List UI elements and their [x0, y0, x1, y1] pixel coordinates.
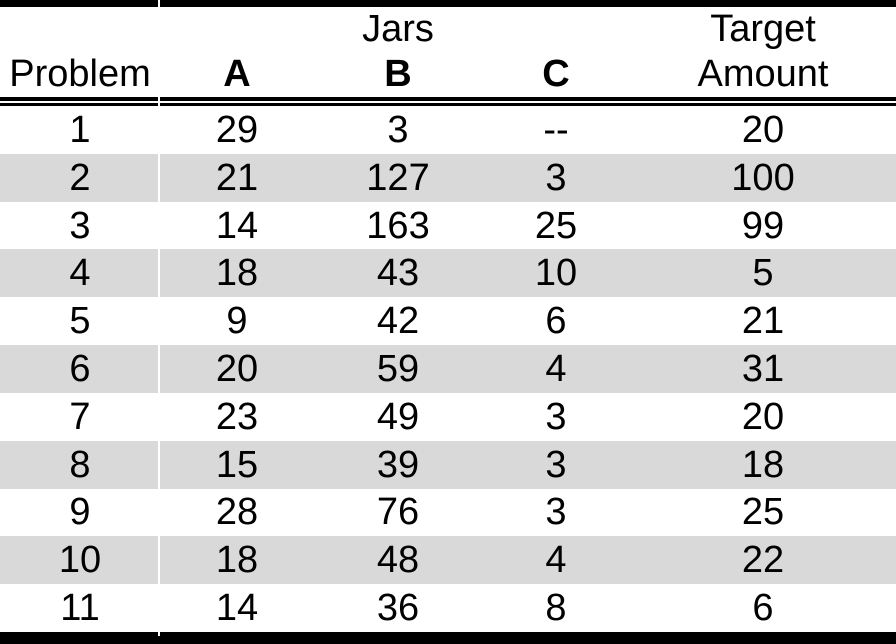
jar-c-cell: 4 — [482, 536, 630, 585]
group-header-row: Jars Target — [0, 7, 896, 51]
target-label-top: Target — [710, 8, 816, 50]
table-row-problem-4: 4 18 43 10 5 — [0, 249, 896, 298]
jar-b-cell: 3 — [387, 108, 409, 151]
jar-b-cell: 42 — [376, 300, 420, 343]
jars-group-label: Jars — [362, 8, 434, 50]
jar-c-cell: 8 — [545, 587, 567, 630]
target-amount-cell: 22 — [630, 536, 896, 585]
target-amount-cell: 6 — [752, 587, 774, 630]
jar-b-cell: 163 — [366, 204, 430, 247]
top-rule — [0, 0, 896, 7]
jar-a-column-header: A — [223, 53, 251, 95]
jar-a-cell: 28 — [215, 491, 259, 534]
problem-cell: 2 — [0, 153, 160, 202]
problem-cell: 3 — [69, 204, 91, 247]
header-double-rule — [0, 97, 896, 106]
problem-cell: 9 — [69, 491, 91, 534]
jar-c-cell: 3 — [482, 440, 630, 489]
jar-a-cell: 18 — [160, 536, 314, 585]
jar-c-cell: 3 — [482, 153, 630, 202]
table-row-problem-1: 1 29 3 -- 20 — [0, 106, 896, 154]
jar-b-cell: 59 — [314, 345, 482, 393]
target-amount-cell: 99 — [741, 204, 785, 247]
bottom-rule — [0, 632, 896, 644]
problem-cell: 1 — [69, 108, 91, 151]
jar-b-cell: 127 — [314, 153, 482, 202]
target-amount-cell: 25 — [741, 491, 785, 534]
column-header-row: Problem A B C Amount — [0, 51, 896, 97]
table-row-problem-3: 3 14 163 25 99 — [0, 202, 896, 250]
jar-c-cell: 4 — [482, 345, 630, 393]
jar-b-cell: 48 — [314, 536, 482, 585]
table-row-problem-6: 6 20 59 4 31 — [0, 345, 896, 393]
jar-c-cell: 10 — [482, 249, 630, 298]
jar-c-cell: 6 — [545, 300, 567, 343]
problem-cell: 8 — [0, 440, 160, 489]
group-header-spacer-problem — [0, 7, 160, 51]
jar-b-cell: 43 — [314, 249, 482, 298]
table-row-problem-10: 10 18 48 4 22 — [0, 536, 896, 585]
jar-b-column-header: B — [384, 53, 412, 95]
problem-cell: 11 — [60, 587, 100, 630]
target-amount-cell: 100 — [630, 153, 896, 202]
jar-b-cell: 39 — [314, 440, 482, 489]
table-body: 1 29 3 -- 20 2 21 127 3 100 3 14 163 25 99 4 18 43 10 5 5 9 42… — [0, 106, 896, 632]
problem-column-header: Problem — [9, 53, 151, 95]
column-divider-seam — [158, 0, 160, 636]
jar-c-cell: 3 — [545, 395, 567, 438]
problem-cell: 6 — [0, 345, 160, 393]
group-header-spacer-a — [160, 7, 314, 51]
table-row-problem-5: 5 9 42 6 21 — [0, 297, 896, 345]
jar-a-cell: 23 — [215, 395, 259, 438]
target-amount-cell: 5 — [630, 249, 896, 298]
jar-a-cell: 29 — [215, 108, 259, 151]
target-amount-cell: 20 — [741, 395, 785, 438]
jar-c-cell: 3 — [545, 491, 567, 534]
table-row-problem-11: 11 14 36 8 6 — [0, 584, 896, 632]
group-header-spacer-c — [482, 7, 630, 51]
problem-cell: 5 — [69, 300, 91, 343]
target-amount-cell: 31 — [630, 345, 896, 393]
table-row-problem-7: 7 23 49 3 20 — [0, 393, 896, 441]
jar-a-cell: 18 — [160, 249, 314, 298]
jar-c-cell: 25 — [534, 204, 578, 247]
jar-a-cell: 14 — [215, 587, 259, 630]
jar-a-cell: 21 — [160, 153, 314, 202]
table-row-problem-2: 2 21 127 3 100 — [0, 153, 896, 202]
problem-cell: 10 — [0, 536, 160, 585]
jar-b-cell: 49 — [376, 395, 420, 438]
target-amount-cell: 21 — [741, 300, 785, 343]
problem-cell: 4 — [0, 249, 160, 298]
jar-b-cell: 76 — [376, 491, 420, 534]
jar-c-column-header: C — [542, 53, 570, 95]
jar-a-cell: 15 — [160, 440, 314, 489]
jar-a-cell: 20 — [160, 345, 314, 393]
target-amount-column-header: Amount — [697, 53, 829, 95]
table-row-problem-8: 8 15 39 3 18 — [0, 440, 896, 489]
table-row-problem-9: 9 28 76 3 25 — [0, 489, 896, 537]
jar-b-cell: 36 — [376, 587, 420, 630]
jar-a-cell: 9 — [226, 300, 248, 343]
jar-c-cell: -- — [543, 108, 569, 151]
jar-a-cell: 14 — [215, 204, 259, 247]
target-amount-cell: 18 — [630, 440, 896, 489]
problem-cell: 7 — [69, 395, 91, 438]
target-amount-cell: 20 — [741, 108, 785, 151]
